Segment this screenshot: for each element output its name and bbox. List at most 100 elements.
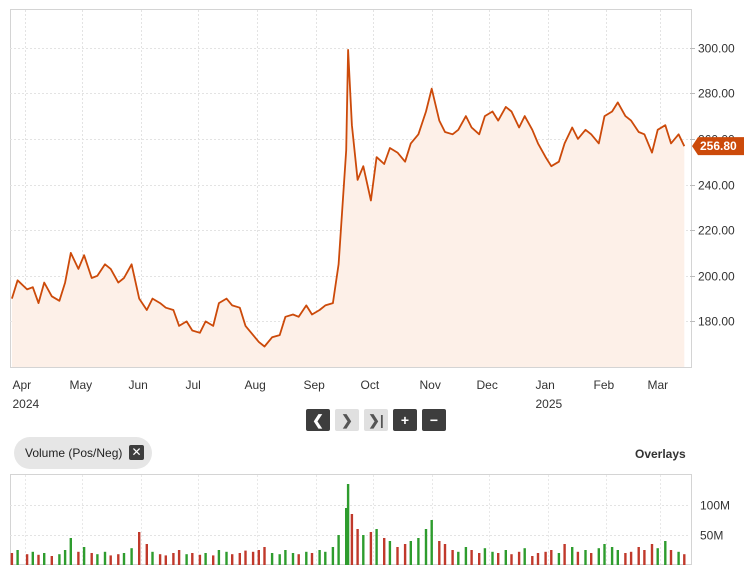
month-label: May [70,378,93,392]
price-axis: 300.00280.00260.00240.00220.00200.00180.… [690,42,735,329]
year-label: 2025 [536,397,563,411]
volume-bar [417,538,420,565]
zoom-out-button[interactable]: − [422,409,446,431]
volume-bar [25,554,29,565]
volume-bar [50,556,53,565]
volume-bar [138,532,141,565]
volume-bar [263,547,266,565]
volume-bar [369,532,373,565]
volume-bar [164,555,167,565]
volume-bar [624,553,627,565]
year-label: 2024 [13,397,40,411]
price-tick-label: 200.00 [698,270,735,284]
volume-bar [345,508,348,565]
volume-bar [584,550,587,565]
volume-bar [191,553,194,565]
volume-bar [122,553,126,565]
volume-bar [531,556,534,565]
volume-indicator-chip[interactable]: Volume (Pos/Neg) ✕ [14,437,152,469]
volume-bar [238,553,241,565]
volume-bar [231,554,234,565]
volume-bar [396,547,399,565]
price-tick-label: 180.00 [698,315,735,329]
volume-bar [291,553,295,565]
volume-bar [318,550,321,565]
volume-bar [212,555,215,565]
volume-bar [217,550,221,565]
volume-bars [10,484,686,565]
volume-bar [536,553,540,565]
volume-bar [510,554,513,565]
volume-bar [497,553,500,565]
volume-bar [683,554,686,565]
volume-bar [278,554,281,565]
volume-bar [637,547,640,565]
month-label: Oct [361,378,380,392]
volume-axis: 100M 50M [700,499,730,543]
volume-bar [616,550,619,565]
last-price-badge: 256.80 [692,137,744,156]
volume-bar [331,547,335,565]
scroll-forward-button[interactable]: ❯ [335,409,359,431]
volume-bar [438,541,441,565]
volume-bar [10,553,14,565]
volume-bar [563,544,566,565]
volume-bar [63,550,67,565]
volume-bar [158,554,162,565]
scroll-to-end-button[interactable]: ❯| [364,409,388,431]
volume-bar [388,541,392,565]
volume-bar [470,550,473,565]
volume-bar [424,529,428,565]
volume-bar [664,541,667,565]
volume-bar [590,553,593,565]
volume-bar [225,551,228,565]
price-tick-label: 220.00 [698,224,735,238]
overlays-menu[interactable]: Overlays [635,447,686,461]
volume-bar [610,547,614,565]
last-price-label: 256.80 [700,139,737,153]
volume-bar [257,550,260,565]
month-label: Aug [245,378,266,392]
volume-bar [198,554,202,565]
volume-indicator-label: Volume (Pos/Neg) [25,446,123,460]
volume-bar [117,554,120,565]
volume-bar [464,547,468,565]
volume-bar [603,544,606,565]
volume-bar [177,550,181,565]
volume-bar [557,553,561,565]
volume-bar [130,548,133,565]
volume-bar [478,553,481,565]
volume-bar [383,538,386,565]
volume-bar [669,550,673,565]
volume-bar [151,551,154,565]
price-tick-label: 300.00 [698,42,735,56]
volume-bar [284,550,287,565]
volume-bar [82,547,86,565]
price-plot-frame [10,9,692,368]
volume-bar [346,484,350,565]
volume-tick-label: 100M [700,499,730,513]
month-label: Apr [13,378,32,392]
volume-bar [362,535,365,565]
volume-bar [43,553,46,565]
volume-grid [10,475,690,564]
volume-bar [443,544,447,565]
remove-indicator-icon[interactable]: ✕ [129,445,144,460]
volume-bar [37,554,40,565]
volume-bar [571,547,574,565]
volume-bar [629,551,633,565]
volume-bar [544,551,547,565]
volume-bar [597,548,600,565]
volume-tick-label: 50M [700,529,723,543]
month-label: Sep [304,378,326,392]
volume-bar [31,551,34,565]
volume-bar [451,550,454,565]
scroll-back-button[interactable]: ❮ [306,409,330,431]
volume-bar [103,551,107,565]
price-area [11,49,686,368]
volume-bar [491,551,494,565]
volume-bar [375,529,378,565]
zoom-in-button[interactable]: + [393,409,417,431]
volume-bar [16,550,19,565]
